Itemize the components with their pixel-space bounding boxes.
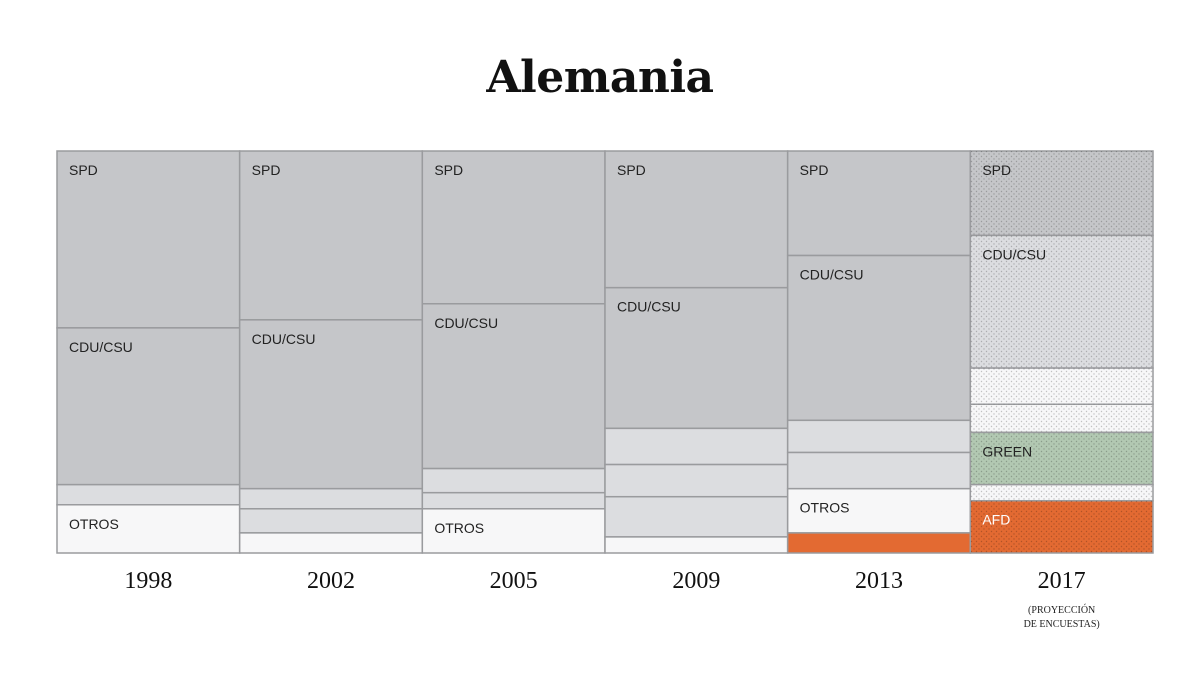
bar-segment-2005-seg2 (421, 467, 606, 494)
bars-group (56, 150, 1154, 554)
bar-segment-texture (970, 151, 1153, 236)
segment-label: OTROS (434, 520, 484, 536)
bar-segment-texture (970, 432, 1153, 485)
bar-segment-2013-seg3 (786, 451, 972, 490)
labels-group: SPD CDU/CSU OTROS 1998 SPD CDU/CSU 2002 SPD CDU/… (69, 162, 1100, 630)
bar-segment-2009-seg4 (604, 495, 789, 538)
bar-segment-2002-spd (238, 150, 424, 321)
category-label: 2017 (1038, 568, 1086, 594)
bar-segment-2013-otros (786, 487, 972, 534)
bar-segment-2009-seg2 (604, 427, 789, 466)
bar-segment-1998-seg2 (56, 483, 241, 506)
bar-segment-2002-seg3 (238, 508, 424, 534)
bar-segment-texture (970, 235, 1153, 369)
segment-label: AFD (982, 512, 1010, 528)
category-label: 2013 (855, 568, 903, 594)
bar-segment-2009-seg5 (604, 536, 789, 554)
segment-label: CDU/CSU (69, 339, 133, 355)
bar-segment-2009-spd (604, 150, 789, 289)
category-note: DE ENCUESTAS) (1024, 619, 1100, 630)
segment-label: CDU/CSU (982, 246, 1046, 262)
segment-label: SPD (434, 162, 463, 178)
segment-label: OTROS (69, 516, 119, 532)
segment-label: GREEN (982, 443, 1032, 459)
bar-segment-2013-cdu-csu (786, 254, 972, 422)
segment-label: CDU/CSU (617, 299, 681, 315)
bar-segment-1998-otros (56, 504, 241, 554)
bar-segment-texture (970, 484, 1153, 501)
segment-label: SPD (69, 162, 98, 178)
category-label: 2009 (672, 568, 720, 594)
bar-segment-2009-cdu-csu (604, 286, 789, 430)
bar-segment-texture (970, 404, 1153, 433)
segment-label: CDU/CSU (252, 331, 316, 347)
bar-segment-1998-cdu-csu (56, 327, 241, 486)
bar-segment-2005-otros (421, 508, 606, 554)
category-label: 2002 (307, 568, 355, 594)
segment-label: SPD (252, 162, 281, 178)
segment-label: SPD (617, 162, 646, 178)
segment-label: OTROS (800, 500, 850, 516)
bar-segment-2005-seg3 (421, 491, 606, 510)
bar-segment-1998-spd (56, 150, 241, 329)
bar-segment-2013-seg5 (786, 532, 972, 554)
bar-segment-2009-seg3 (604, 463, 789, 498)
segment-label: CDU/CSU (800, 267, 864, 283)
chart-title: Alemania (486, 52, 714, 103)
bar-segment-2013-seg2 (786, 419, 972, 454)
segment-label: SPD (800, 162, 829, 178)
category-label: 1998 (124, 568, 172, 594)
bar-segment-2002-seg4 (238, 532, 424, 554)
bar-segment-2005-cdu-csu (421, 303, 606, 470)
bar-segment-2002-seg2 (238, 487, 424, 510)
category-label: 2005 (490, 568, 538, 594)
segment-label: SPD (982, 162, 1011, 178)
category-note: (PROYECCIÓN (1028, 604, 1095, 616)
bar-segment-texture (970, 368, 1153, 405)
bar-segment-texture (970, 500, 1153, 553)
segment-label: CDU/CSU (434, 315, 498, 331)
